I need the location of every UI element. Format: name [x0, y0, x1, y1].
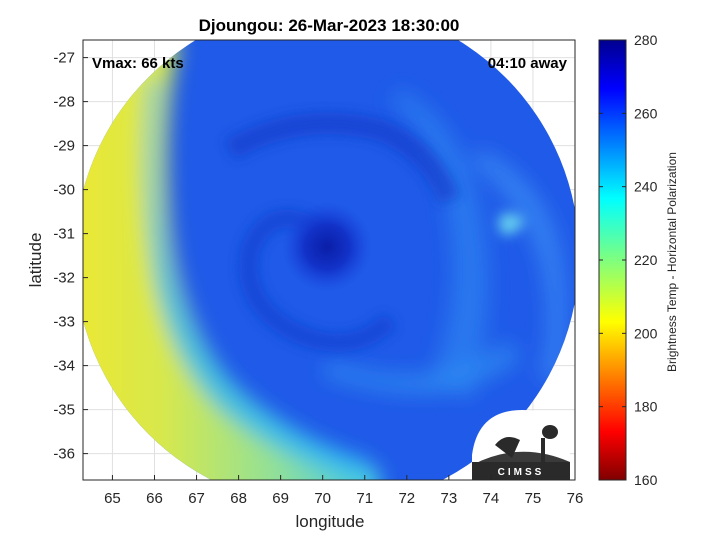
- x-tick-label: 72: [398, 490, 415, 507]
- annotation-vmax: Vmax: 66 kts: [92, 55, 184, 72]
- x-tick-label: 66: [146, 490, 163, 507]
- colorbar-tick-label: 260: [634, 105, 658, 121]
- y-tick-label: -29: [53, 138, 75, 155]
- x-axis-ticks: 65 66 67 68 69 70 71 72 73 74 75 76: [104, 475, 583, 507]
- x-tick-label: 75: [525, 490, 542, 507]
- water-tower-icon: [541, 438, 545, 464]
- swath-warm-spot-east: [498, 213, 525, 236]
- colorbar-tick-label: 280: [634, 32, 658, 48]
- swath-south-band: [320, 340, 520, 395]
- water-tower-tank-icon: [542, 425, 558, 439]
- x-tick-label: 69: [272, 490, 289, 507]
- x-tick-label: 65: [104, 490, 121, 507]
- x-tick-label: 73: [441, 490, 458, 507]
- y-tick-label: -28: [53, 94, 75, 111]
- y-axis-label: latitude: [26, 233, 45, 288]
- y-tick-label: -36: [53, 446, 75, 463]
- colorbar-tick-label: 240: [634, 179, 658, 195]
- y-axis-ticks: -27 -28 -29 -30 -31 -32 -33 -34 -35 -36: [53, 50, 88, 463]
- x-tick-label: 68: [230, 490, 247, 507]
- x-tick-label: 70: [314, 490, 331, 507]
- swath-west-warm-band: [83, 40, 380, 480]
- y-tick-label: -34: [53, 358, 75, 375]
- colorbar-tick-label: 160: [634, 472, 658, 488]
- plot-frame: [82, 39, 576, 481]
- y-tick-label: -31: [53, 226, 75, 243]
- colorbar-tick-label: 200: [634, 325, 658, 341]
- swath-spiral-band: [239, 209, 397, 352]
- y-tick-label: -30: [53, 182, 75, 199]
- swath-east-band: [390, 90, 488, 400]
- x-tick-label: 71: [356, 490, 373, 507]
- x-axis-label: longitude: [295, 512, 364, 531]
- swath-dark-band-north: [224, 112, 461, 205]
- colorbar-ticks: 160 180 200 220 240 260 280: [599, 32, 658, 488]
- swath-image: [83, 40, 575, 480]
- colorbar-label: Brightness Temp - Horizontal Polarizatio…: [665, 152, 679, 372]
- storm-eye: [281, 201, 372, 292]
- cimss-logo-banner: [472, 462, 570, 480]
- swath-cyan-transition: [146, 80, 370, 480]
- satellite-dish-icon: [495, 436, 520, 458]
- cimss-logo: CIMSS: [472, 410, 570, 480]
- y-tick-label: -35: [53, 402, 75, 419]
- annotation-time-away: 04:10 away: [488, 55, 568, 72]
- y-tick-label: -33: [53, 314, 75, 331]
- y-tick-label: -27: [53, 50, 75, 67]
- colorbar-tick-label: 180: [634, 399, 658, 415]
- y-tick-label: -32: [53, 270, 75, 287]
- swath-northeast-band: [470, 150, 567, 380]
- colorbar-tick-label: 220: [634, 252, 658, 268]
- x-tick-label: 67: [188, 490, 205, 507]
- chart-title: Djoungou: 26-Mar-2023 18:30:00: [199, 16, 460, 35]
- cimss-logo-text: CIMSS: [498, 467, 545, 478]
- colorbar: [598, 39, 627, 481]
- x-tick-label: 76: [567, 490, 584, 507]
- x-tick-label: 74: [483, 490, 500, 507]
